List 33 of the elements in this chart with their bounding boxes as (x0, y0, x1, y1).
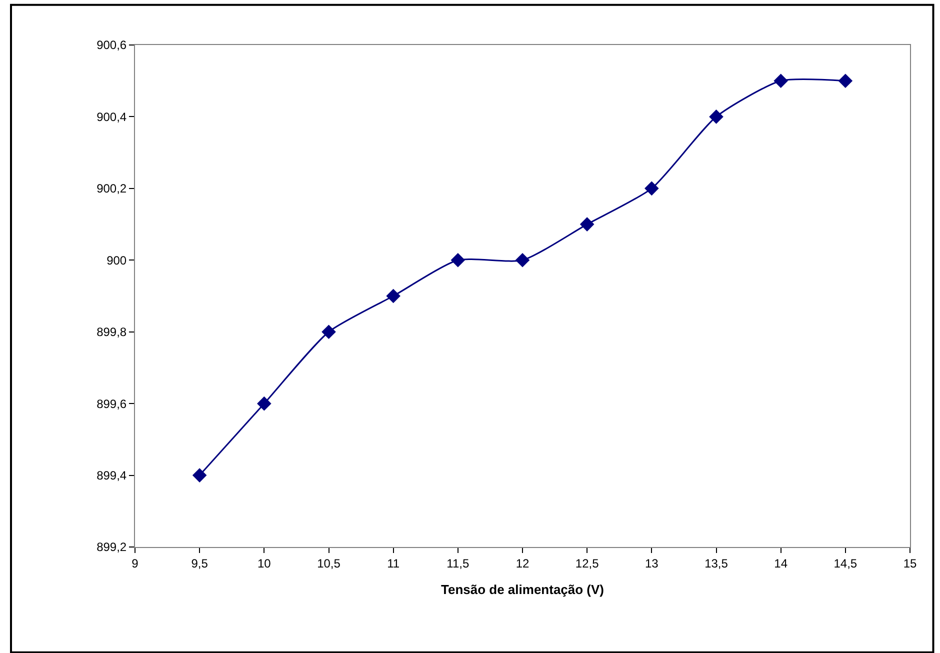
y-tick-label: 900,4 (96, 110, 127, 124)
x-tick-label: 10,5 (317, 556, 341, 570)
x-tick-label: 11,5 (446, 556, 470, 570)
y-tick-label: 899,4 (96, 468, 127, 482)
point (838, 74, 853, 88)
x-tick-label: 13,5 (704, 556, 728, 570)
point (450, 252, 466, 268)
x-axis-title: Tensão de alimentação (V) (440, 582, 604, 597)
x-tick-label: 14,5 (834, 556, 858, 570)
point (644, 181, 659, 196)
point (257, 396, 272, 411)
y-tick-label: 900,2 (96, 182, 127, 196)
x-tick-label: 12,5 (575, 556, 600, 570)
point (386, 288, 400, 304)
y-tick-label: 899,6 (96, 396, 127, 411)
y-tick-label: 899,2 (96, 540, 127, 554)
x-tick-label: 9,5 (191, 556, 208, 570)
point (774, 74, 788, 88)
x-tick-label: 13 (644, 556, 659, 570)
y-tick-label: 899,8 (96, 325, 127, 340)
y-tick-label: 900 (106, 253, 127, 268)
point (580, 217, 594, 232)
y-tick-label: 900,6 (96, 38, 127, 52)
x-tick-label: 12 (516, 556, 530, 570)
x-tick-label: 9 (132, 556, 139, 570)
point (192, 468, 207, 482)
point (515, 252, 530, 268)
x-tick-label: 10 (257, 556, 272, 570)
x-tick-label: 11 (387, 556, 400, 570)
point (322, 324, 336, 340)
x-tick-label: 15 (903, 556, 917, 570)
x-tick-label: 14 (774, 556, 788, 570)
point (709, 110, 724, 124)
